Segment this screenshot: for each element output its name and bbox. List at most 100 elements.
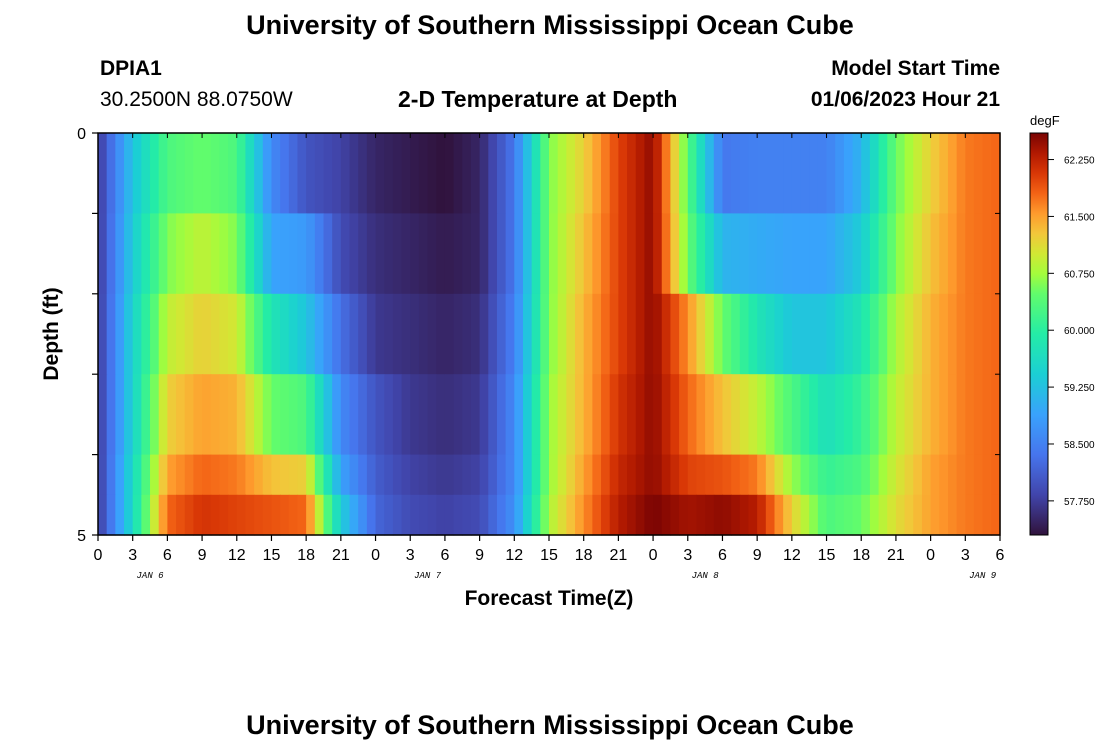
colorbar-tick-label: 58.500 (1064, 440, 1095, 451)
x-tick-label: 6 (718, 547, 727, 564)
heatmap-cell (150, 213, 159, 294)
heatmap-cell (402, 495, 411, 536)
heatmap-cell (792, 133, 801, 214)
heatmap-cell (133, 294, 142, 375)
heatmap-cell (141, 374, 150, 455)
heatmap-cell (974, 294, 983, 375)
colorbar (1030, 133, 1048, 535)
heatmap-cell (367, 455, 376, 496)
heatmap-cell (844, 294, 853, 375)
heatmap-cell (176, 294, 185, 375)
heatmap-cell (644, 133, 653, 214)
heatmap-cell (332, 133, 341, 214)
heatmap-cell (592, 133, 601, 214)
heatmap-cell (818, 374, 827, 455)
heatmap-cell (705, 133, 714, 214)
heatmap-cell (792, 213, 801, 294)
heatmap-cell (523, 133, 532, 214)
heatmap-cell (480, 374, 489, 455)
heatmap-cell (775, 213, 784, 294)
heatmap-cell (324, 455, 333, 496)
heatmap-cell (324, 495, 333, 536)
heatmap-cell (185, 213, 194, 294)
heatmap-cell (211, 495, 220, 536)
heatmap-cell (870, 213, 879, 294)
heatmap-cell (653, 133, 662, 214)
heatmap-cell (714, 495, 723, 536)
heatmap-cell (827, 495, 836, 536)
heatmap-cell (731, 133, 740, 214)
heatmap-cell (462, 495, 471, 536)
heatmap-cell (584, 294, 593, 375)
heatmap-cell (748, 495, 757, 536)
heatmap-cell (532, 133, 541, 214)
heatmap-cell (445, 294, 454, 375)
heatmap-cell (332, 213, 341, 294)
heatmap-cell (714, 294, 723, 375)
heatmap-cell (853, 455, 862, 496)
x-tick-label: 3 (128, 547, 137, 564)
heatmap-cell (271, 374, 280, 455)
heatmap-cell (428, 455, 437, 496)
heatmap-cell (948, 455, 957, 496)
heatmap-cell (419, 133, 428, 214)
heatmap-cell (159, 294, 168, 375)
heatmap-cell (393, 374, 402, 455)
heatmap-cell (454, 455, 463, 496)
heatmap-cell (245, 294, 254, 375)
heatmap-cell (410, 374, 419, 455)
heatmap-cell (670, 374, 679, 455)
heatmap-cell (506, 213, 515, 294)
heatmap-cell (974, 495, 983, 536)
heatmap-cell (827, 374, 836, 455)
heatmap-cell (748, 455, 757, 496)
heatmap-cell (748, 213, 757, 294)
heatmap-cell (237, 374, 246, 455)
heatmap-cell (167, 133, 176, 214)
heatmap-cell (688, 213, 697, 294)
colorbar-tick-label: 60.750 (1064, 269, 1095, 280)
heatmap-cell (662, 294, 671, 375)
heatmap-cell (115, 455, 124, 496)
heatmap-cell (670, 294, 679, 375)
heatmap-cell (939, 213, 948, 294)
heatmap-cell (271, 495, 280, 536)
heatmap-cell (410, 133, 419, 214)
heatmap-cell (610, 294, 619, 375)
x-tick-label: 9 (198, 547, 207, 564)
heatmap-cell (306, 213, 315, 294)
heatmap-cell (558, 133, 567, 214)
heatmap-cell (584, 213, 593, 294)
x-day-label: JAN 9 (969, 571, 997, 581)
heatmap-cell (514, 455, 523, 496)
heatmap-cell (792, 495, 801, 536)
heatmap-cell (202, 213, 211, 294)
heatmap-cell (193, 455, 202, 496)
heatmap-cell (818, 455, 827, 496)
heatmap-cell (566, 213, 575, 294)
heatmap-cell (592, 294, 601, 375)
heatmap-cell (766, 374, 775, 455)
heatmap-cell (480, 213, 489, 294)
heatmap-cell (688, 495, 697, 536)
heatmap-cell (853, 294, 862, 375)
heatmap-cell (271, 213, 280, 294)
colorbar-unit-label: degF (1030, 113, 1060, 128)
heatmap-cell (644, 455, 653, 496)
heatmap-cell (462, 133, 471, 214)
heatmap-cell (670, 133, 679, 214)
heatmap-cell (263, 455, 272, 496)
heatmap-cell (176, 495, 185, 536)
heatmap-cell (263, 294, 272, 375)
heatmap-cell (488, 294, 497, 375)
heatmap-cell (592, 495, 601, 536)
heatmap-cell (271, 294, 280, 375)
heatmap-cell (297, 294, 306, 375)
heatmap-cell (696, 374, 705, 455)
heatmap-cell (306, 374, 315, 455)
heatmap-cell (506, 455, 515, 496)
heatmap-cell (991, 133, 1000, 214)
heatmap-cell (558, 294, 567, 375)
heatmap-cell (185, 455, 194, 496)
heatmap-cell (696, 455, 705, 496)
